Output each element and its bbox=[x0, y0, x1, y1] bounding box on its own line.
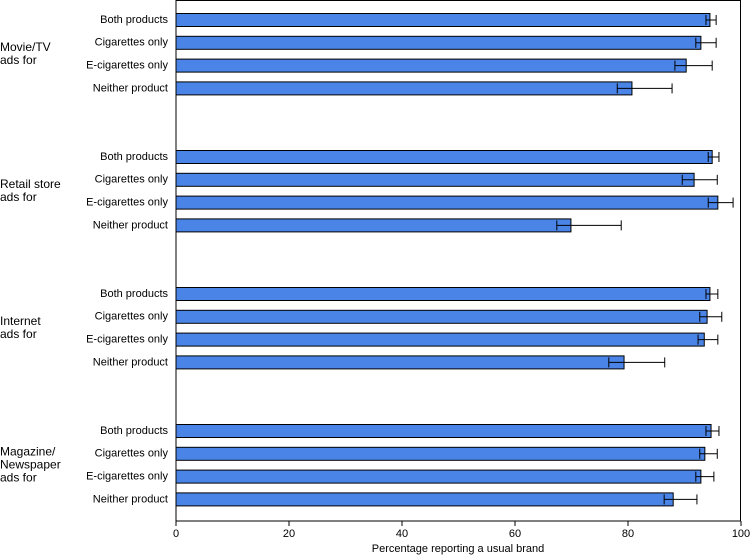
bar bbox=[175, 332, 705, 347]
error-bar bbox=[707, 152, 720, 162]
bar bbox=[175, 469, 702, 484]
error-bar bbox=[697, 334, 719, 345]
error-bar bbox=[699, 311, 723, 322]
group-label: Newspaper bbox=[0, 457, 61, 471]
group-label: ads for bbox=[0, 327, 37, 341]
x-tick-label: 100 bbox=[732, 528, 750, 540]
error-bar bbox=[608, 357, 666, 368]
x-tick-label: 20 bbox=[283, 528, 295, 540]
bar bbox=[175, 492, 674, 507]
category-label: Neither product bbox=[93, 219, 168, 231]
bar bbox=[175, 424, 712, 438]
category-label: Neither product bbox=[93, 356, 168, 368]
x-tick-label: 0 bbox=[173, 528, 179, 540]
error-bar bbox=[705, 289, 719, 299]
category-label: E-cigarettes only bbox=[86, 334, 168, 346]
x-tick-label: 80 bbox=[622, 528, 634, 540]
x-axis-label: Percentage reporting a usual brand bbox=[372, 543, 544, 555]
error-bar bbox=[695, 471, 715, 482]
bar bbox=[175, 446, 706, 461]
bar bbox=[175, 81, 633, 96]
error-bar bbox=[699, 448, 718, 459]
category-label: Cigarettes only bbox=[95, 37, 169, 49]
plot-frame bbox=[175, 0, 741, 522]
category-label: E-cigarettes only bbox=[86, 60, 168, 72]
x-tick-label: 60 bbox=[509, 528, 521, 540]
error-bar bbox=[705, 426, 720, 436]
category-label: Both products bbox=[100, 151, 168, 163]
error-bar bbox=[681, 174, 718, 185]
bar bbox=[175, 195, 719, 210]
group-label: Retail store bbox=[0, 177, 61, 191]
error-bar bbox=[663, 494, 698, 505]
group-label: Movie/TV bbox=[0, 40, 51, 54]
error-bar bbox=[705, 15, 717, 25]
error-bar bbox=[556, 220, 622, 231]
bar bbox=[175, 58, 687, 73]
group-label: Internet bbox=[0, 314, 41, 328]
group-label: ads for bbox=[0, 470, 37, 484]
error-bar bbox=[616, 83, 673, 94]
bar bbox=[175, 35, 702, 50]
category-label: E-cigarettes only bbox=[86, 197, 168, 209]
bar bbox=[175, 172, 695, 187]
category-label: Neither product bbox=[93, 82, 168, 94]
bar bbox=[175, 355, 625, 370]
category-label: Both products bbox=[100, 425, 168, 437]
category-label: E-cigarettes only bbox=[86, 471, 168, 483]
category-label: Neither product bbox=[93, 493, 168, 505]
bar bbox=[175, 13, 711, 27]
group-label: ads for bbox=[0, 53, 37, 67]
bar bbox=[175, 218, 572, 233]
category-label: Cigarettes only bbox=[95, 174, 169, 186]
x-tick-label: 40 bbox=[396, 528, 408, 540]
bar bbox=[175, 309, 708, 324]
error-bar bbox=[674, 60, 713, 71]
category-label: Both products bbox=[100, 288, 168, 300]
group-label: Magazine/ bbox=[0, 444, 56, 458]
error-bar bbox=[707, 197, 734, 208]
bar bbox=[175, 150, 713, 164]
category-label: Cigarettes only bbox=[95, 311, 169, 323]
error-bar bbox=[695, 37, 717, 48]
group-label: ads for bbox=[0, 190, 37, 204]
category-label: Cigarettes only bbox=[95, 448, 169, 460]
category-label: Both products bbox=[100, 14, 168, 26]
bar bbox=[175, 287, 711, 301]
